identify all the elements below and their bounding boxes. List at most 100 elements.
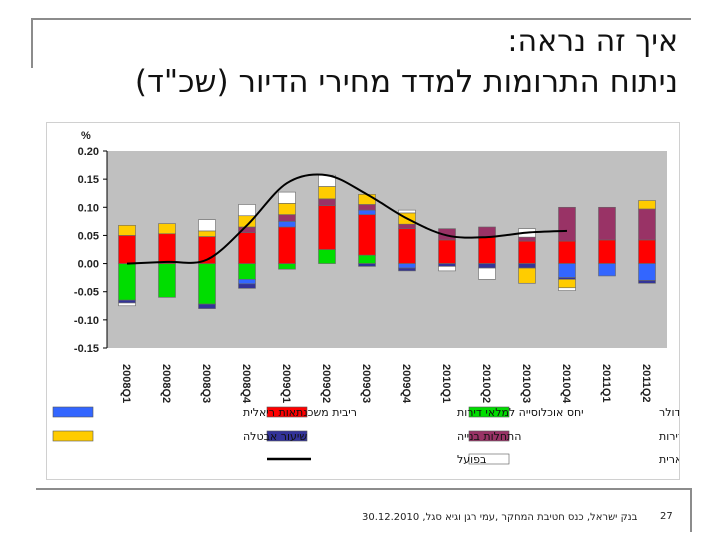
bar-segment-starts bbox=[438, 263, 456, 267]
bar-segment-dollar bbox=[238, 263, 256, 280]
bar-segment-starts bbox=[238, 283, 256, 289]
legend-swatch-ratio bbox=[266, 406, 308, 418]
y-tick-label: 0.20 bbox=[78, 146, 99, 158]
bar-segment-prices bbox=[278, 214, 296, 222]
stacked-bar-chart: 0.20 0.15 0.10 0.05 0.00 -0.05 -0.10 -0.15% 2008… bbox=[52, 130, 679, 466]
bar-segment-ratio bbox=[638, 239, 656, 264]
bar-segment-residual bbox=[118, 302, 136, 307]
bar-segment-rate bbox=[558, 263, 576, 278]
x-tick-label: 2009Q1 bbox=[280, 364, 292, 403]
slide-footer: 30.12.2010 ,בנק ישראל, כנס חטיבת המחקר ,… bbox=[362, 512, 638, 523]
x-tick-label: 2008Q1 bbox=[120, 364, 132, 403]
bar-segment-ratio bbox=[478, 236, 496, 264]
bar-segment-dollar bbox=[278, 263, 296, 270]
y-tick-label: -0.10 bbox=[74, 315, 99, 327]
x-tick-label: 2010Q3 bbox=[520, 364, 532, 403]
bar-segment-prices bbox=[438, 228, 456, 241]
bar-segment-unemp bbox=[118, 224, 136, 236]
bar-segment-ratio bbox=[158, 233, 176, 264]
slide-frame-top bbox=[31, 18, 691, 20]
chart-container: 0.20 0.15 0.10 0.05 0.00 -0.05 -0.10 -0.15% 2008… bbox=[46, 122, 680, 480]
bar-segment-residual bbox=[238, 204, 256, 217]
bar-segment-ratio bbox=[318, 205, 336, 250]
legend-label: שארית bbox=[659, 453, 679, 466]
bar-segment-residual bbox=[558, 287, 576, 291]
legend-label: פיחות הדולר bbox=[659, 406, 679, 419]
bar-segment-ratio bbox=[358, 214, 376, 256]
bar-segment-residual bbox=[438, 266, 456, 272]
y-tick-label: 0.15 bbox=[78, 174, 99, 186]
bar-segment-ratio bbox=[598, 239, 616, 264]
bar-segment-prices bbox=[518, 236, 536, 242]
bar-segment-starts bbox=[198, 303, 216, 309]
bar-segment-starts bbox=[638, 280, 656, 284]
bar-segment-starts bbox=[358, 263, 376, 267]
bar-segment-residual bbox=[278, 191, 296, 204]
title-line-1: איך זה נראה: bbox=[507, 24, 678, 59]
x-tick-label: 2010Q4 bbox=[560, 364, 572, 404]
actual-line bbox=[126, 173, 568, 265]
legend-swatch-residual bbox=[468, 453, 510, 465]
bar-segment-ratio bbox=[238, 232, 256, 264]
bar-segment-prices bbox=[398, 223, 416, 229]
plot-area bbox=[107, 151, 667, 348]
bar-segment-ratio bbox=[278, 226, 296, 264]
bar-segment-unemp bbox=[638, 200, 656, 210]
bar-segment-unemp bbox=[198, 230, 216, 237]
bar-segment-unemp bbox=[158, 223, 176, 235]
x-tick-label: 2008Q3 bbox=[200, 364, 212, 403]
bar-segment-rate bbox=[638, 263, 656, 281]
bar-segment-dollar bbox=[358, 254, 376, 264]
x-tick-label: 2011Q1 bbox=[600, 364, 612, 403]
bar-segment-starts bbox=[118, 299, 136, 304]
bar-segment-residual bbox=[478, 267, 496, 280]
y-tick-label: 0.00 bbox=[78, 259, 99, 271]
legend-swatch-prices bbox=[468, 430, 510, 442]
bar-segment-prices bbox=[558, 206, 576, 242]
legend-swatch-rate bbox=[52, 406, 94, 418]
bar-segment-dollar bbox=[198, 263, 216, 305]
slide-frame-right bbox=[690, 488, 692, 532]
bar-segment-rate bbox=[598, 263, 616, 277]
x-tick-label: 2008Q4 bbox=[240, 364, 252, 404]
bar-segment-residual bbox=[398, 209, 416, 214]
slide-frame-left bbox=[31, 18, 33, 68]
slide-frame-bottom bbox=[36, 488, 692, 490]
bar-segment-unemp bbox=[358, 194, 376, 205]
legend-swatch-starts bbox=[266, 430, 308, 442]
bar-segment-ratio bbox=[438, 239, 456, 264]
bar-segment-ratio bbox=[118, 235, 136, 264]
y-tick-label: -0.05 bbox=[74, 287, 99, 299]
bar-segment-prices bbox=[638, 208, 656, 241]
y-tick-label: -0.15 bbox=[74, 343, 99, 355]
bar-segment-dollar bbox=[158, 263, 176, 298]
bar-segment-unemp bbox=[558, 279, 576, 289]
bar-segment-rate bbox=[278, 221, 296, 228]
bar-segment-ratio bbox=[558, 240, 576, 264]
bar-segment-residual bbox=[198, 219, 216, 232]
legend-label: התחלות בנייה bbox=[457, 430, 521, 443]
legend-label: בפועל bbox=[457, 453, 486, 466]
bar-segment-prices bbox=[318, 198, 336, 206]
x-tick-label: 2009Q2 bbox=[320, 364, 332, 403]
bar-segment-starts bbox=[398, 267, 416, 272]
bar-segment-prices bbox=[358, 204, 376, 211]
y-tick-label: 0.05 bbox=[78, 230, 99, 242]
bar-segment-ratio bbox=[518, 240, 536, 264]
bar-segment-prices bbox=[478, 226, 496, 237]
x-tick-label: 2009Q3 bbox=[360, 364, 372, 403]
legend-swatch-dollar bbox=[468, 406, 510, 418]
bar-segment-ratio bbox=[398, 228, 416, 264]
bar-segment-starts bbox=[478, 263, 496, 269]
x-tick-label: 2008Q2 bbox=[160, 364, 172, 403]
x-tick-label: 2010Q2 bbox=[480, 364, 492, 403]
x-tick-label: 2010Q1 bbox=[440, 364, 452, 403]
legend-label: יחס אוכלוסייה למלאי דירות bbox=[457, 406, 584, 419]
y-axis-label: % bbox=[81, 130, 91, 142]
bar-segment-dollar bbox=[318, 249, 336, 264]
legend-label: מחירי דירות bbox=[659, 430, 679, 443]
legend-label: ריבית משכנתאות ריאלית bbox=[243, 406, 357, 419]
x-tick-label: 2011Q2 bbox=[640, 364, 652, 403]
bar-segment-unemp bbox=[318, 186, 336, 200]
bar-segment-rate bbox=[238, 279, 256, 285]
